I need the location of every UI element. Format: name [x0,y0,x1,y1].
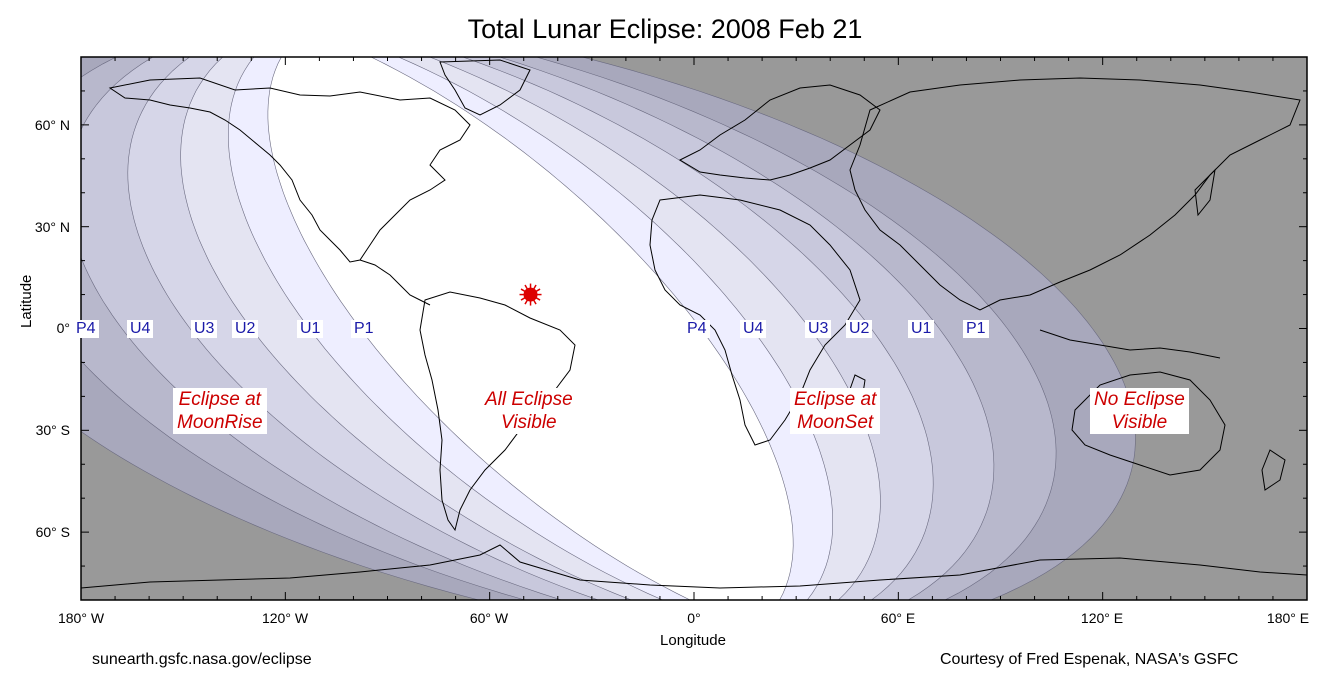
contact-label-east-u4: U4 [740,320,767,338]
asia-outline [849,77,1301,311]
zone-label-no-eclipse: No Eclipse Visible [1090,388,1189,434]
page-title: Total Lunar Eclipse: 2008 Feb 21 [467,14,863,44]
antarctica-outline [81,544,1307,589]
lon-tick-label: 60° W [469,610,509,626]
lon-tick-label: 60° E [880,610,916,626]
europe-outline [678,84,881,181]
zone-label-all-visible: All Eclipse Visible [481,388,577,434]
x-axis-label: Longitude [660,632,726,649]
zone-label-line: MoonRise [177,412,263,433]
lon-tick-label: 180° W [57,610,105,626]
contact-label-west-p4: P4 [73,320,99,338]
y-axis-label: Latitude [18,274,35,328]
all-visible-region [267,57,794,600]
marker-dot [523,287,538,302]
lat-tick-label: 60° S [35,524,70,540]
central-america-outline [359,259,431,306]
lon-tick-label: 180° E [1266,610,1310,626]
contact-label-east-u2: U2 [846,320,873,338]
south-america-outline [419,291,576,532]
lat-tick-label: 30° N [34,219,70,235]
contact-label-east-u3: U3 [805,320,832,338]
lat-tick-label: 60° N [34,117,70,133]
new-zealand-outline [1261,449,1286,491]
zone-label-moonset: Eclipse at MoonSet [790,388,881,434]
footer-source-url: sunearth.gsfc.nasa.gov/eclipse [92,651,312,668]
zone-label-line: Visible [1111,412,1168,433]
zone-label-line: MoonSet [797,412,874,433]
lat-tick-label: 0° [56,320,70,336]
contact-label-west-u4: U4 [127,320,154,338]
japan-outline [1194,168,1216,217]
australia-outline [1071,371,1226,476]
zone-label-line: Visible [501,412,557,433]
continents [81,59,1307,589]
zone-label-moonrise: Eclipse at MoonRise [173,388,267,434]
lon-tick-label: 120° E [1080,610,1124,626]
zone-label-line: No Eclipse [1094,389,1185,410]
lon-tick-label: 120° W [261,610,309,626]
lon-tick-label: 0° [687,610,701,626]
greenland-outline [439,59,531,116]
contact-label-west-u1: U1 [297,320,324,338]
lat-tick-label: 30° S [35,422,70,438]
contact-label-east-u1: U1 [908,320,935,338]
zone-label-line: All Eclipse [485,389,573,410]
contact-label-west-p1: P1 [351,320,377,338]
africa-outline [649,194,861,446]
visibility-bands [81,57,1307,600]
contact-label-west-u3: U3 [191,320,218,338]
north-america-outline [108,77,471,263]
indonesia-outline [1039,329,1221,359]
contact-label-west-u2: U2 [232,320,259,338]
footer-credit: Courtesy of Fred Espenak, NASA's GSFC [940,651,1239,668]
contact-label-east-p1: P1 [963,320,989,338]
subsolar-marker [519,283,542,306]
zone-label-line: Eclipse at [178,389,261,410]
axis-ticks [80,56,1308,601]
contact-label-east-p4: P4 [684,320,710,338]
zone-label-line: Eclipse at [794,389,877,410]
